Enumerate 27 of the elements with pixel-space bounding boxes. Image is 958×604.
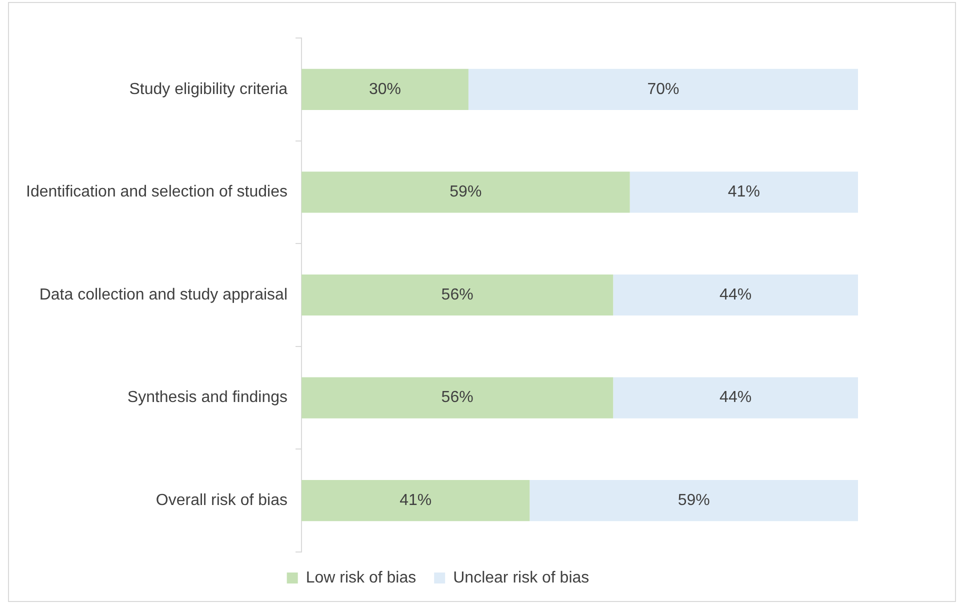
bar: [302, 274, 614, 316]
data-label: 41%: [400, 492, 432, 510]
data-label: 30%: [368, 80, 401, 98]
data-label: 41%: [728, 184, 760, 201]
y-tick-label: Synthesis and findings: [127, 389, 288, 406]
legend-label: Low risk of bias: [306, 569, 416, 586]
bar: [468, 68, 858, 110]
data-label: 59%: [678, 492, 710, 510]
y-tick-label: Study eligibility criteria: [129, 80, 288, 98]
bar: [302, 480, 530, 522]
data-label: 56%: [441, 286, 474, 304]
data-label: 70%: [647, 80, 680, 98]
y-tick-label: Identification and selection of studies: [26, 184, 288, 201]
bar: [613, 274, 858, 316]
bar: [302, 377, 614, 418]
bar: [530, 480, 858, 522]
data-label: 59%: [450, 184, 482, 201]
y-tick-label: Overall risk of bias: [156, 492, 288, 510]
bar: [630, 172, 858, 213]
data-label: 44%: [720, 389, 752, 406]
data-label: 44%: [720, 286, 752, 304]
legend-label: Unclear risk of bias: [453, 569, 590, 586]
data-label: 56%: [441, 389, 474, 406]
bar: [302, 68, 468, 110]
bar: [302, 172, 630, 213]
bar: [613, 377, 858, 418]
y-tick-label: Data collection and study appraisal: [39, 286, 288, 304]
